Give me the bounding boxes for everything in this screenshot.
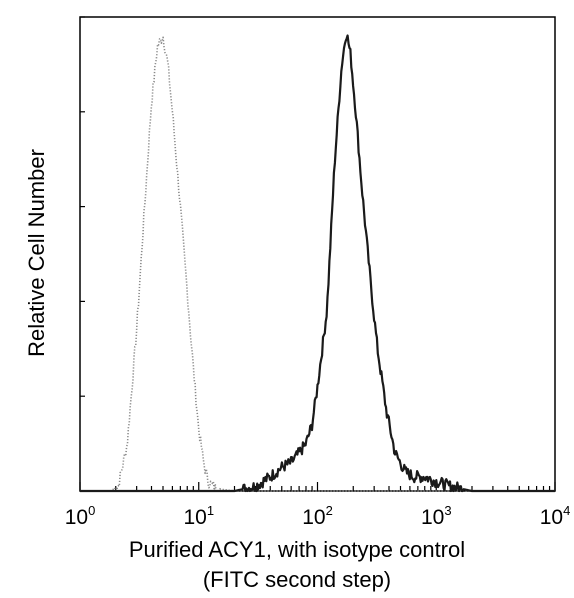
y-axis-title: Relative Cell Number: [24, 149, 49, 357]
x-tick-label: 100: [65, 503, 96, 529]
x-axis-ticks: [79, 482, 556, 491]
x-tick-label: 103: [421, 503, 452, 529]
x-axis-tick-labels: 100 101 102 103 104: [65, 503, 571, 529]
plot-frame: [79, 16, 556, 492]
series-line-1: [80, 36, 555, 492]
x-tick-label: 102: [302, 503, 333, 529]
x-axis-title-line-2: (FITC second step): [203, 567, 391, 592]
x-axis-title-line-1: Purified ACY1, with isotype control: [129, 537, 465, 562]
x-tick-label: 104: [540, 503, 571, 529]
series-line-2: [79, 34, 556, 493]
series-group: [79, 34, 556, 493]
x-tick-label: 101: [183, 503, 214, 529]
